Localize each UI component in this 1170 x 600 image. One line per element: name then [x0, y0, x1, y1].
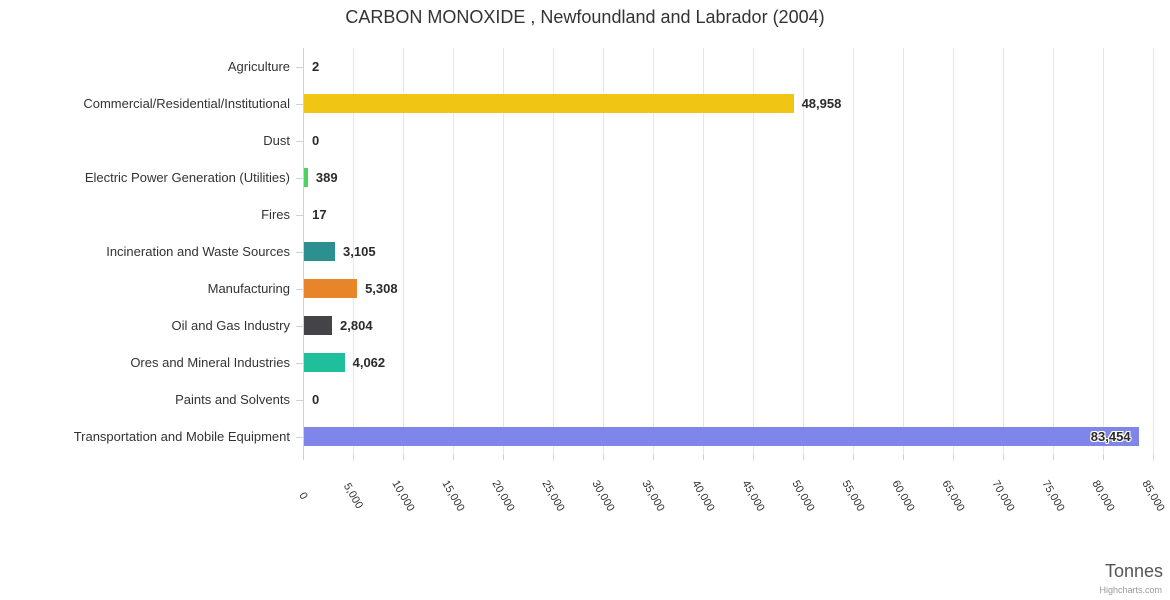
x-axis-tick	[553, 455, 554, 460]
grid-line	[803, 48, 804, 455]
x-axis-tick	[703, 455, 704, 460]
x-axis-tick	[503, 455, 504, 460]
y-axis-tick	[296, 436, 303, 438]
y-axis-tick	[296, 66, 303, 68]
x-axis-tick-label: 20,000	[489, 478, 517, 514]
grid-line	[403, 48, 404, 455]
y-axis-tick	[296, 362, 303, 364]
x-axis-tick	[303, 455, 304, 460]
x-axis-tick-label: 85,000	[1139, 478, 1167, 514]
grid-line	[603, 48, 604, 455]
category-label: Manufacturing	[207, 281, 290, 296]
x-axis-tick-label: 35,000	[639, 478, 667, 514]
x-axis-tick-label: 80,000	[1089, 478, 1117, 514]
x-axis-tick	[953, 455, 954, 460]
bar-value-label: 4,062	[352, 355, 386, 370]
bar-value-label: 0	[312, 392, 320, 407]
bar-manufacturing[interactable]	[304, 279, 358, 298]
x-axis-title: Tonnes	[1104, 561, 1163, 581]
grid-line	[1153, 48, 1154, 455]
x-axis-tick-label: 65,000	[939, 478, 967, 514]
grid-line	[903, 48, 904, 455]
category-label: Oil and Gas Industry	[171, 318, 291, 333]
x-axis-tick-label: 25,000	[539, 478, 567, 514]
category-label: Dust	[263, 133, 290, 148]
x-axis-tick	[353, 455, 354, 460]
highcharts-credits-link[interactable]: Highcharts.com	[1099, 585, 1162, 595]
y-axis-tick	[296, 325, 303, 327]
grid-line	[853, 48, 854, 455]
category-label: Paints and Solvents	[175, 392, 290, 407]
x-axis-tick	[453, 455, 454, 460]
x-axis-tick-label: 10,000	[389, 478, 417, 514]
bar-value-label: 389	[315, 170, 338, 185]
grid-line	[503, 48, 504, 455]
bar-value-label: 83,454	[1090, 429, 1131, 444]
y-axis-tick	[296, 140, 303, 142]
y-axis-tick	[296, 288, 303, 290]
y-axis-tick	[296, 177, 303, 179]
bar-incineration-and-waste-sources[interactable]	[304, 242, 336, 261]
plot-area: 2 48,958 0 389 17 3,105 5,308 2,804 4,062 0 83,454	[303, 48, 1154, 455]
x-axis-tick-label: 0	[296, 490, 310, 502]
category-label: Electric Power Generation (Utilities)	[84, 170, 290, 185]
grid-line	[1103, 48, 1104, 455]
grid-line	[953, 48, 954, 455]
bar-value-label: 2,804	[340, 318, 373, 333]
category-label: Agriculture	[227, 59, 290, 74]
category-label: Commercial/Residential/Institutional	[83, 96, 290, 111]
x-axis-tick	[403, 455, 404, 460]
grid-line	[653, 48, 654, 455]
x-axis-tick-label: 55,000	[839, 478, 867, 514]
bar-value-label: 0	[312, 133, 320, 148]
x-axis-tick	[1053, 455, 1054, 460]
x-axis-tick-label: 15,000	[439, 478, 467, 514]
bar-value-label: 5,308	[365, 281, 398, 296]
x-axis-tick-label: 40,000	[689, 478, 717, 514]
x-axis-tick	[1103, 455, 1104, 460]
chart-title: CARBON MONOXIDE , Newfoundland and Labra…	[345, 7, 825, 27]
grid-line	[553, 48, 554, 455]
grid-line	[353, 48, 354, 455]
bar-ores-and-mineral-industries[interactable]	[304, 353, 345, 372]
grid-line	[703, 48, 704, 455]
bar-value-label: 2	[312, 59, 320, 74]
x-axis-tick	[803, 455, 804, 460]
x-axis-tick-label: 75,000	[1039, 478, 1067, 514]
x-axis-tick	[903, 455, 904, 460]
bar-oil-and-gas-industry[interactable]	[304, 316, 333, 335]
y-axis-tick	[296, 251, 303, 253]
x-axis-tick-label: 50,000	[789, 478, 817, 514]
x-axis-tick	[853, 455, 854, 460]
grid-line	[753, 48, 754, 455]
x-axis-tick-label: 45,000	[739, 478, 767, 514]
category-label: Fires	[261, 207, 290, 222]
grid-line	[1053, 48, 1054, 455]
category-label: Incineration and Waste Sources	[106, 244, 290, 259]
category-label: Ores and Mineral Industries	[130, 355, 290, 370]
bar-value-label: 3,105	[343, 244, 376, 259]
x-axis-tick	[603, 455, 604, 460]
category-label: Transportation and Mobile Equipment	[73, 429, 290, 444]
y-axis-tick	[296, 399, 303, 401]
grid-line	[453, 48, 454, 455]
x-axis-tick-label: 60,000	[889, 478, 917, 514]
x-axis-tick	[1153, 455, 1154, 460]
bar-value-label: 17	[312, 207, 327, 222]
bar-commercial-residential-institutional[interactable]	[304, 94, 794, 113]
bar-transportation-and-mobile-equipment[interactable]	[304, 427, 1139, 446]
x-axis-tick	[753, 455, 754, 460]
x-axis-tick-label: 5,000	[340, 481, 366, 511]
y-axis-tick	[296, 103, 303, 105]
x-axis-tick	[653, 455, 654, 460]
x-axis-tick-label: 30,000	[589, 478, 617, 514]
grid-line	[1003, 48, 1004, 455]
x-axis-tick	[1003, 455, 1004, 460]
y-axis-tick	[296, 214, 303, 216]
x-axis-tick-label: 70,000	[989, 478, 1017, 514]
bar-electric-power-generation-utilities-[interactable]	[304, 168, 308, 187]
bar-value-label: 48,958	[801, 96, 842, 111]
